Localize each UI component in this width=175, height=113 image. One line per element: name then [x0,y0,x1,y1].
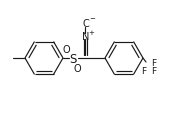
Text: F: F [141,67,146,76]
Text: −: − [89,16,95,22]
Text: O: O [73,63,81,73]
Text: +: + [88,30,94,36]
Text: F: F [151,58,157,67]
Text: S: S [69,52,77,65]
Text: O: O [62,45,70,54]
Text: N: N [82,32,90,42]
Text: C: C [83,19,89,29]
Text: F: F [151,67,157,76]
